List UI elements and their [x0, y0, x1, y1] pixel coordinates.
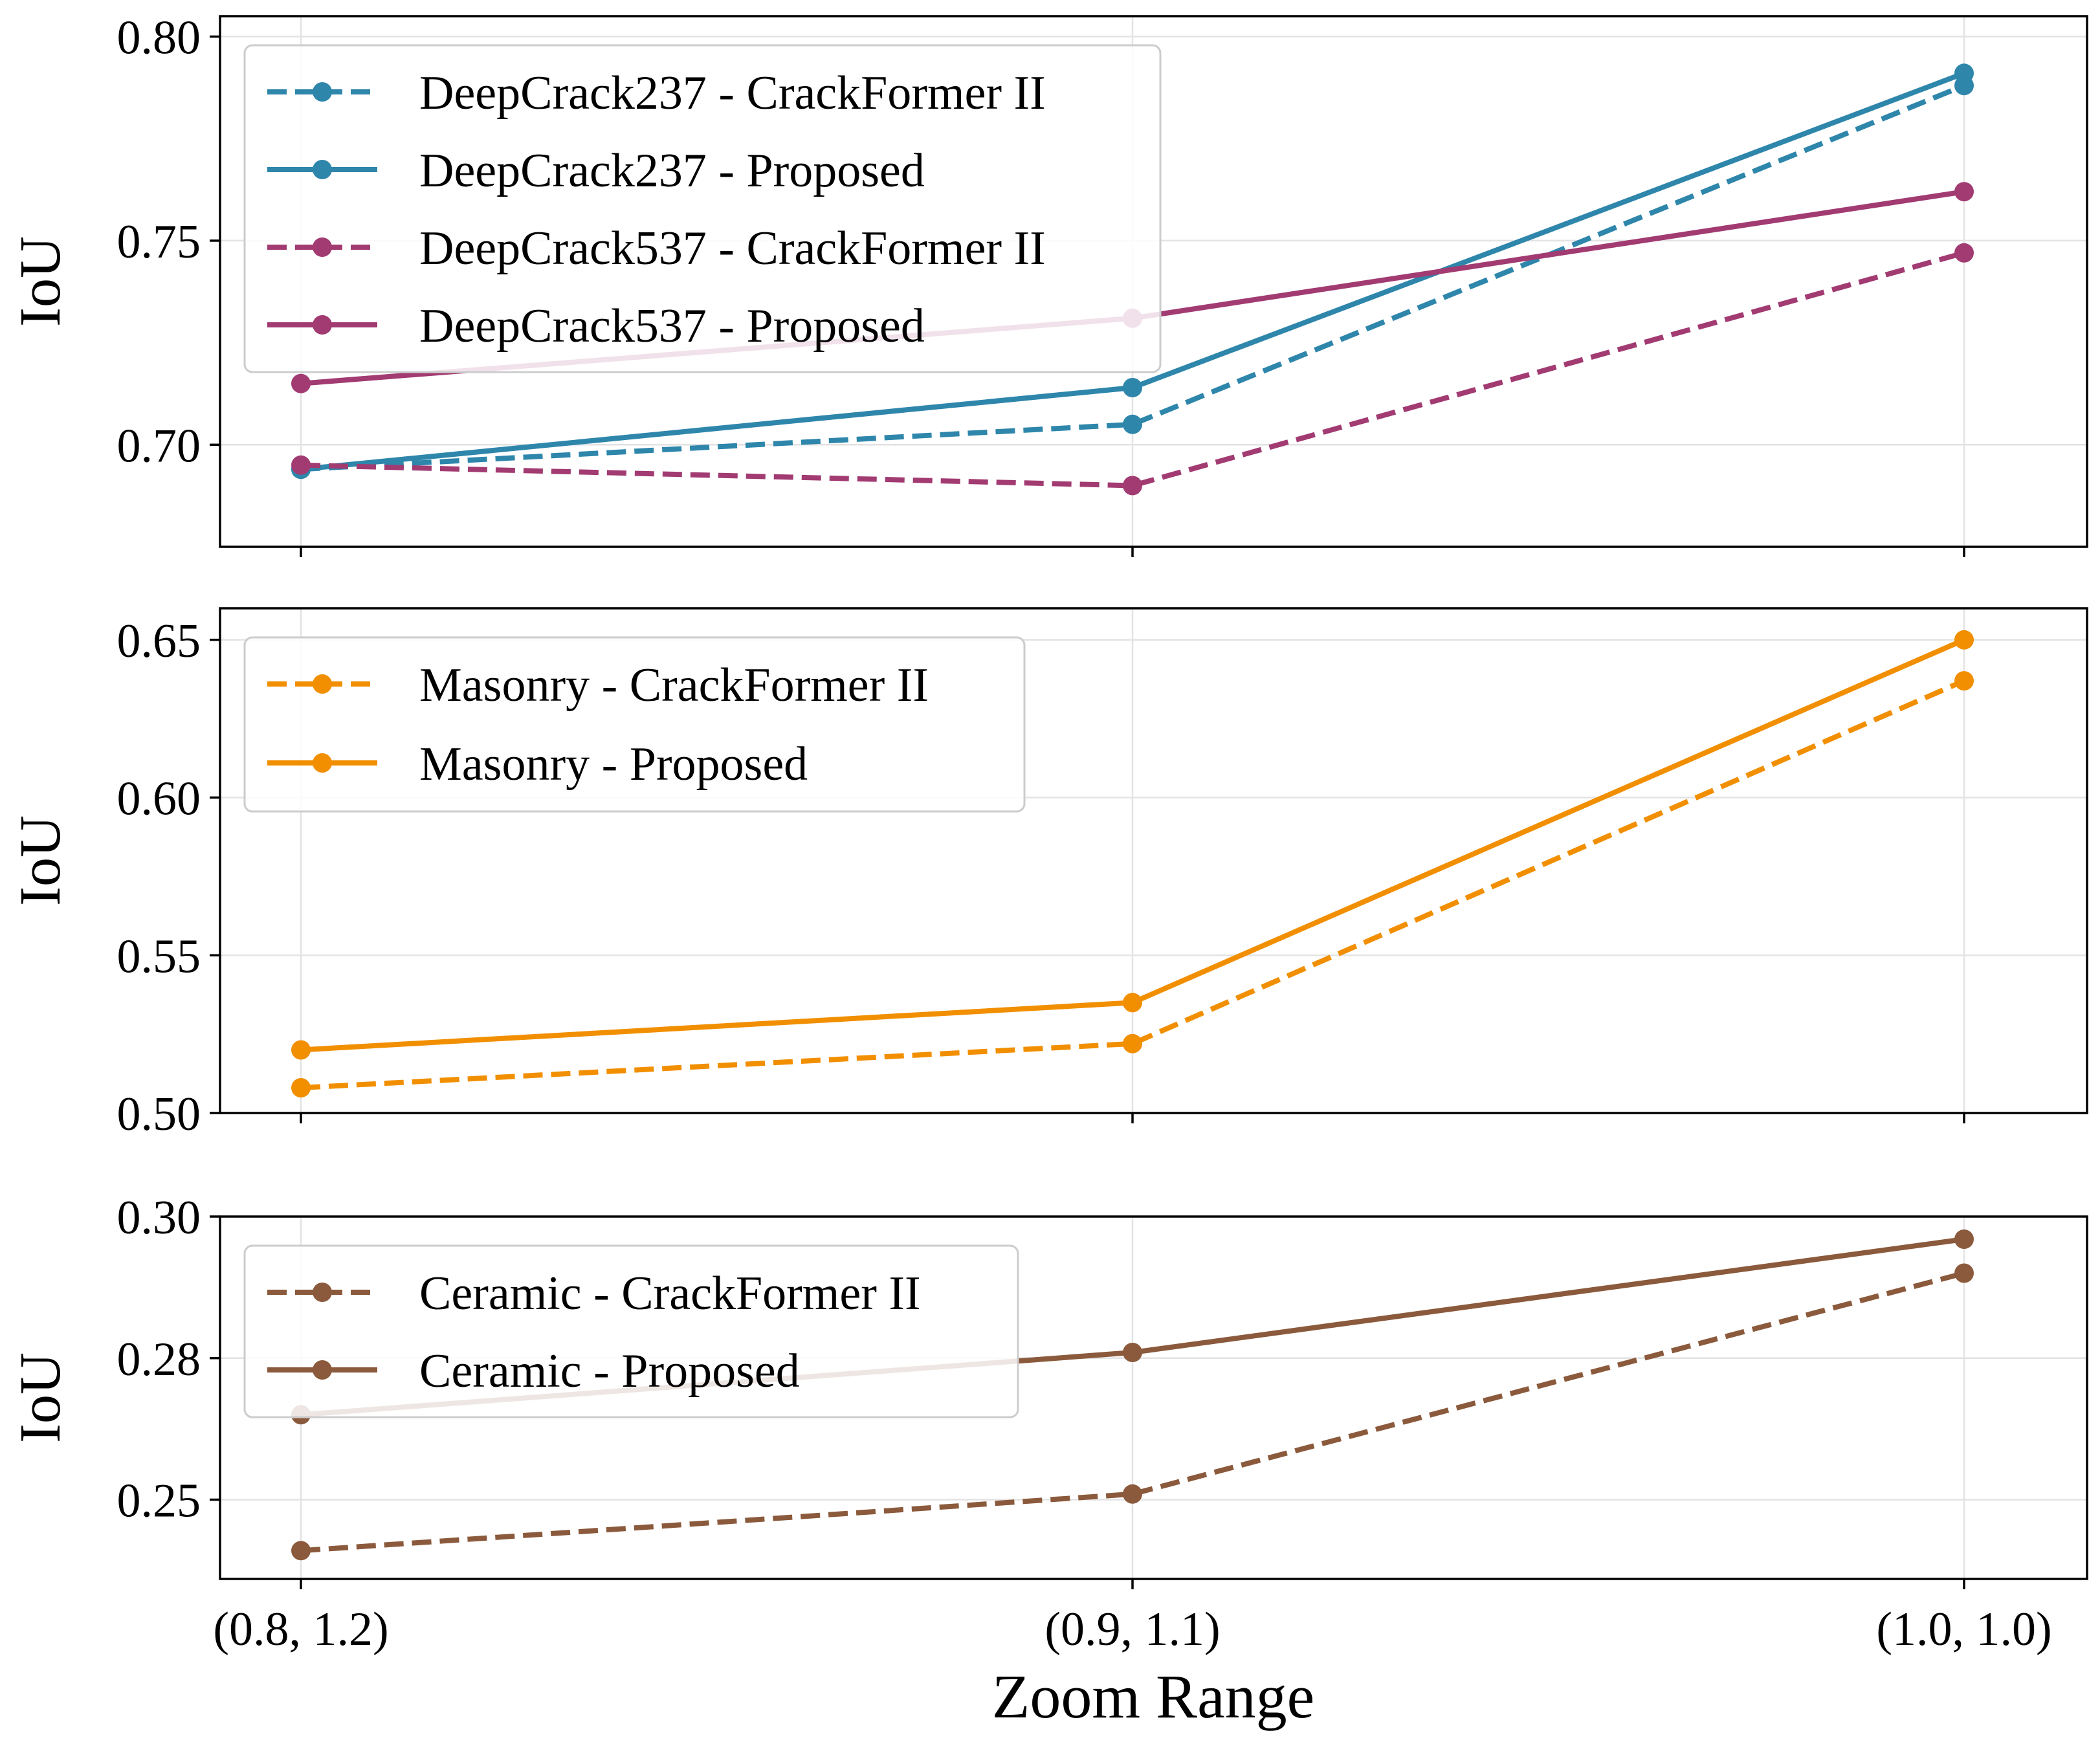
- legend-entry-deepcrack537-crackformer-ii: DeepCrack537 - CrackFormer II: [419, 222, 1046, 275]
- data-point-ceramic-proposed: [1123, 1343, 1142, 1362]
- legend-entry-masonry-proposed: Masonry - Proposed: [419, 738, 808, 791]
- legend-entry-deepcrack237-proposed: DeepCrack237 - Proposed: [419, 144, 925, 197]
- y-tick-label: 0.75: [117, 215, 201, 269]
- legend-box: [243, 44, 1162, 373]
- axes-frame: [219, 1215, 2088, 1580]
- data-point-masonry-crackformer-ii: [1954, 671, 1974, 691]
- panel-deepcrack: 0.70 0.75 0.80 IoU DeepCrack237 - CrackForme…: [8, 12, 2088, 557]
- data-point-deepcrack537-proposed: [1954, 182, 1974, 202]
- series-line-deepcrack237-crackformer-ii: [300, 83, 1965, 472]
- panel-masonry: 0.50 0.55 0.60 0.65 IoU Masonry - CrackFormer…: [8, 607, 2088, 1141]
- data-point-deepcrack237-proposed: [1123, 378, 1142, 397]
- legend: Ceramic - CrackFormer II Ceramic - Propos…: [243, 1244, 1019, 1418]
- data-point-ceramic-crackformer-ii: [291, 1541, 311, 1561]
- y-tick-label: 0.30: [117, 1191, 201, 1244]
- data-point-masonry-crackformer-ii: [1123, 1033, 1142, 1053]
- x-tick-label: (0.8, 1.2): [213, 1603, 388, 1656]
- legend-entry-ceramic-crackformer-ii: Ceramic - CrackFormer II: [419, 1267, 921, 1320]
- legend-box: [243, 636, 1026, 813]
- data-point-ceramic-proposed: [1954, 1229, 1974, 1249]
- x-axis-label: Zoom Range: [992, 1662, 1315, 1731]
- legend-box: [243, 1244, 1019, 1418]
- data-point-masonry-proposed: [1123, 993, 1142, 1013]
- data-point-masonry-proposed: [291, 1040, 311, 1060]
- series-line-deepcrack537-crackformer-ii: [300, 250, 1965, 489]
- legend-handle-marker: [313, 1360, 332, 1380]
- legend: DeepCrack237 - CrackFormer II DeepCrack23…: [243, 44, 1162, 373]
- axes-frame: [219, 607, 2088, 1114]
- y-tick-label: 0.80: [117, 12, 201, 65]
- y-tick-label: 0.55: [117, 930, 201, 983]
- x-tick-label: (1.0, 1.0): [1876, 1603, 2051, 1656]
- axes-frame: [219, 15, 2088, 548]
- y-tick-label: 0.50: [117, 1088, 201, 1141]
- data-point-deepcrack237-crackformer-ii: [1123, 414, 1142, 434]
- legend-handle-marker: [313, 1283, 332, 1302]
- data-point-masonry-crackformer-ii: [291, 1078, 311, 1097]
- legend-entry-deepcrack537-proposed: DeepCrack537 - Proposed: [419, 300, 925, 353]
- data-point-deepcrack537-crackformer-ii: [1954, 243, 1974, 263]
- data-point-ceramic-crackformer-ii: [1954, 1263, 1974, 1283]
- y-tick-label: 0.70: [117, 419, 201, 472]
- data-point-ceramic-crackformer-ii: [1123, 1484, 1142, 1504]
- legend-handle-marker: [313, 674, 332, 694]
- data-point-deepcrack237-proposed: [1954, 63, 1974, 83]
- y-tick-label: 0.60: [117, 773, 201, 826]
- legend: Masonry - CrackFormer II Masonry - Propos…: [243, 636, 1026, 813]
- data-point-deepcrack537-crackformer-ii: [291, 455, 311, 475]
- y-axis-label: IoU: [8, 1352, 72, 1443]
- series-line-ceramic-crackformer-ii: [300, 1270, 1965, 1554]
- legend-handle-marker: [313, 315, 332, 335]
- legend-entry-deepcrack237-crackformer-ii: DeepCrack237 - CrackFormer II: [419, 67, 1046, 120]
- data-point-masonry-proposed: [1954, 630, 1974, 650]
- data-point-deepcrack537-crackformer-ii: [1123, 476, 1142, 496]
- y-tick-label: 0.28: [117, 1333, 201, 1386]
- y-tick-label: 0.65: [117, 615, 201, 668]
- data-point-deepcrack537-proposed: [291, 373, 311, 393]
- legend-entry-masonry-crackformer-ii: Masonry - CrackFormer II: [419, 659, 929, 712]
- legend-handle-marker: [313, 237, 332, 257]
- legend-entry-ceramic-proposed: Ceramic - Proposed: [419, 1345, 800, 1398]
- y-axis-label: IoU: [8, 236, 72, 327]
- y-tick-label: 0.25: [117, 1475, 201, 1528]
- x-tick-labels: (0.8, 1.2) (0.9, 1.1) (1.0, 1.0): [213, 1603, 2051, 1656]
- legend-handle-marker: [313, 82, 332, 102]
- series-line-masonry-crackformer-ii: [300, 678, 1965, 1090]
- x-tick-label: (0.9, 1.1): [1044, 1603, 1220, 1656]
- y-axis-label: IoU: [8, 815, 72, 906]
- legend-handle-marker: [313, 753, 332, 773]
- legend-handle-marker: [313, 160, 332, 179]
